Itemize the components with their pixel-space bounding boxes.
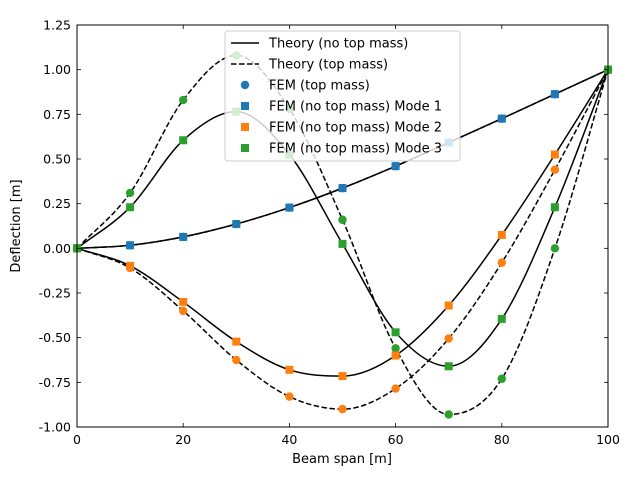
fem-no-top-mass-point [232,220,241,229]
fem-top-mass-point [391,344,400,353]
x-tick-label: 60 [388,432,404,447]
theory-top-mass-line-5 [76,54,609,416]
fem-no-top-mass-point [126,203,135,212]
legend-circle-swatch [240,80,250,90]
fem-no-top-mass-point [126,261,135,270]
fem-no-top-mass-point [497,314,506,323]
legend-box [224,30,461,162]
y-tick-label: 0.50 [43,152,71,167]
fem-top-mass-point [285,392,294,401]
theory-no-top-mass-line-1 [76,69,609,377]
y-tick-label: 0.25 [43,196,71,211]
theory-lines-layer [76,54,609,416]
legend-label: FEM (top mass) [269,79,370,94]
fem-no-top-mass-point [285,203,294,212]
fem-no-top-mass-point [444,301,453,310]
fem-no-top-mass-point [497,230,506,239]
fem-no-top-mass-point [497,114,506,123]
x-tick-label: 80 [494,432,510,447]
x-axis-label: Beam span [m] [292,452,392,467]
fem-no-top-mass-point [550,150,559,159]
fem-top-mass-point [391,384,400,393]
y-tick-label: -0.25 [39,286,71,301]
y-tick-label: -0.50 [39,330,71,345]
y-tick-label: 1.00 [43,62,71,77]
legend-square-swatch [241,123,249,131]
fem-no-top-mass-point [338,239,347,248]
plot-frame [76,24,609,428]
y-tick-label: -1.00 [39,420,71,435]
y-tick-label: 0.00 [43,241,71,256]
fem-top-mass-point [338,404,347,414]
legend-label: Theory (top mass) [268,58,388,73]
x-axis-ticks: 0 20 40 60 80 100 [73,25,620,447]
fem-top-mass-point [444,410,453,419]
fem-no-top-mass-point [232,337,241,346]
fem-top-mass-point [338,215,347,224]
fem-no-top-mass-point [391,328,400,337]
y-tick-label: 1.25 [43,18,71,33]
fem-no-top-mass-point [550,203,559,212]
fem-no-top-mass-point [338,184,347,193]
x-tick-label: 20 [175,432,191,447]
fem-no-top-mass-point [179,136,188,145]
x-tick-label: 40 [281,432,297,447]
legend-label: Theory (no top mass) [268,37,408,52]
y-tick-label: 0.75 [43,107,71,122]
fem-top-mass-point [497,374,506,383]
fem-top-mass-point [232,355,241,365]
theory-no-top-mass-line-2 [76,69,609,368]
fem-no-top-mass-point [391,162,400,171]
fem-no-top-mass-point [285,365,294,374]
y-axis-ticks: -1.00 -0.75 -0.50 -0.25 0.00 0.25 0.50 0.75 1.00… [39,18,608,435]
fem-no-top-mass-point [126,241,135,250]
fem-no-top-mass-point [179,232,188,241]
legend-label: FEM (no top mass) Mode 3 [269,142,442,157]
fem-no-top-mass-point [179,297,188,306]
fem-no-top-mass-point [550,90,559,99]
fem-top-mass-point [497,258,506,267]
fem-top-mass-point [550,165,560,174]
fem-no-top-mass-point [444,362,453,371]
fem-top-mass-point [179,95,188,105]
fem-top-mass-point [179,306,188,316]
x-tick-label: 0 [73,432,81,447]
legend: Theory (no top mass) Theory (top mass) FEM… [224,30,461,162]
legend-label: FEM (no top mass) Mode 1 [269,100,442,115]
x-tick-label: 100 [596,432,620,447]
legend-label: FEM (no top mass) Mode 2 [269,121,442,136]
fem-top-mass-point [550,244,560,253]
theory-top-mass-line-4 [76,69,609,410]
fem-top-mass-point [444,334,453,343]
y-axis-label: Deflection [m] [9,179,24,272]
legend-square-swatch [241,102,249,110]
fem-no-top-mass-point [338,372,347,381]
fem-top-mass-point [125,188,135,198]
fem-no-top-mass-point [391,351,400,360]
y-tick-label: -0.75 [39,375,71,390]
legend-square-swatch [241,144,249,152]
